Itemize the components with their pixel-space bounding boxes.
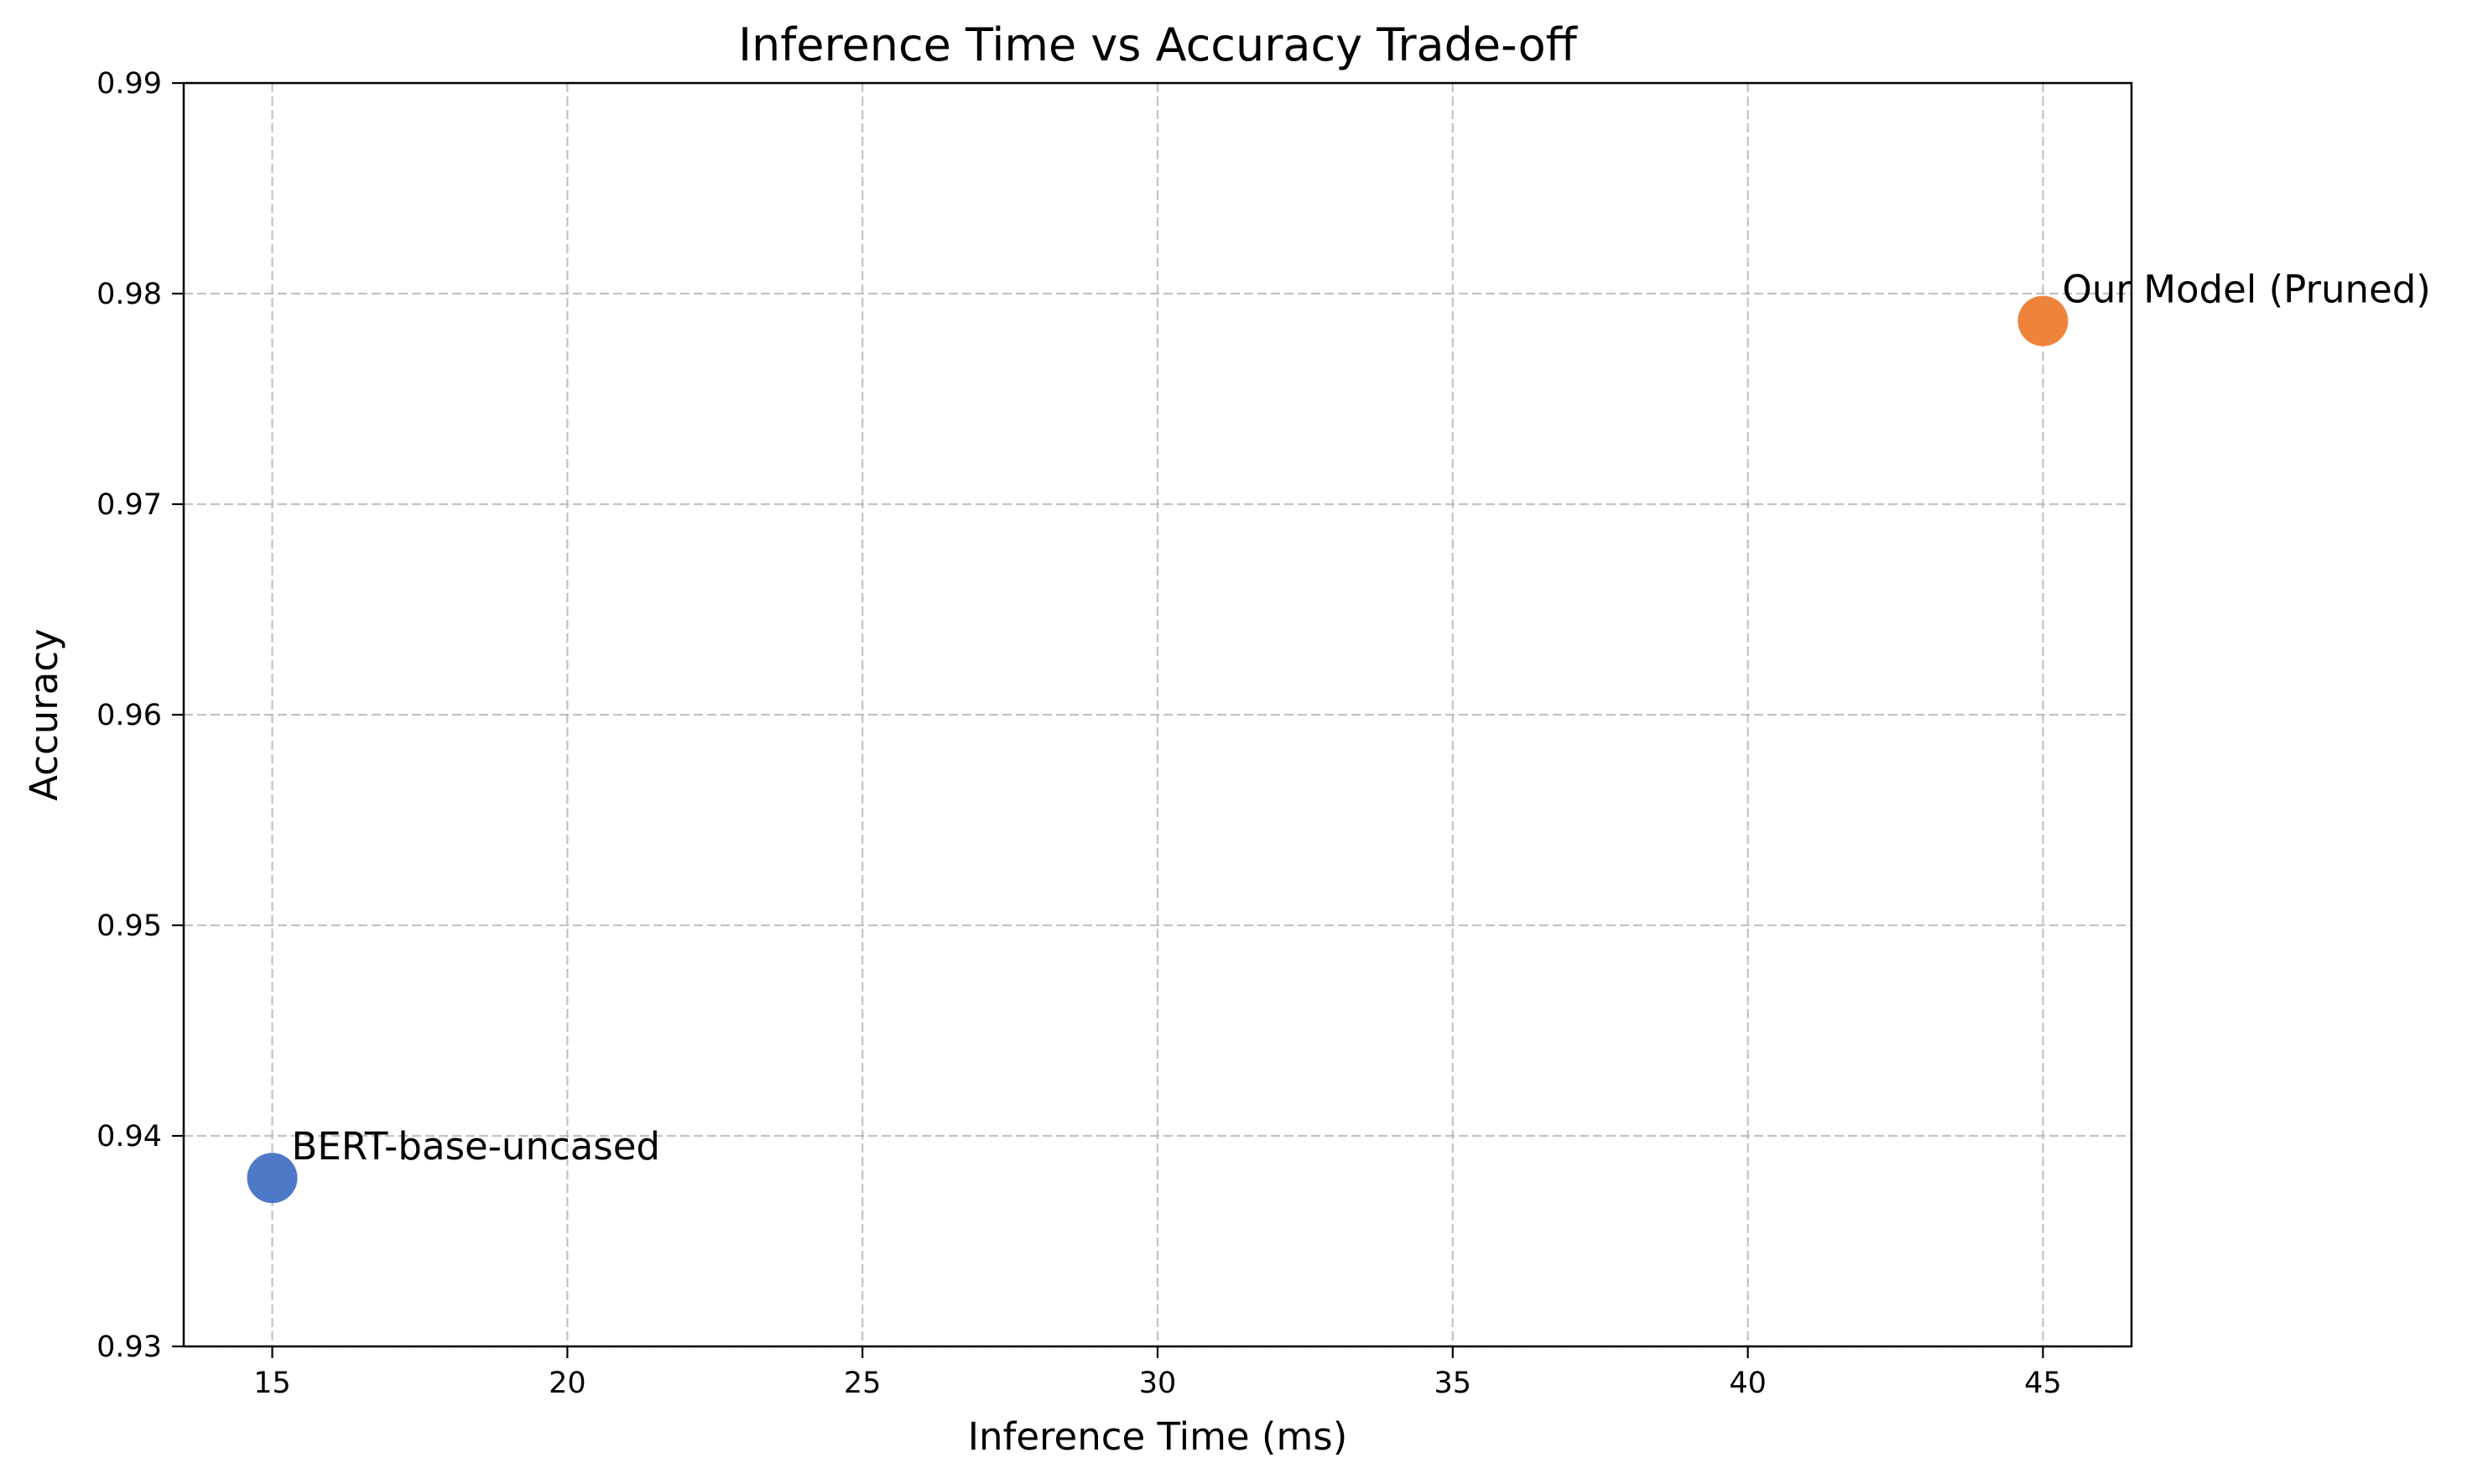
x-axis-title: Inference Time (ms) [968, 1414, 1348, 1459]
y-tick-label: 0.94 [96, 1120, 162, 1153]
x-tick-label: 35 [1434, 1367, 1472, 1400]
axes-frame [182, 81, 2133, 1348]
x-tick-label: 40 [1729, 1367, 1767, 1400]
point-layer: BERT-base-uncased Our Model (Pruned) [247, 268, 2431, 1204]
y-tick-label: 0.95 [96, 909, 162, 943]
y-tick-label: 0.98 [96, 278, 162, 311]
y-tick-label: 0.99 [96, 67, 162, 101]
data-point [247, 1153, 298, 1204]
chart-title: Inference Time vs Accuracy Trade-off [738, 18, 1579, 71]
tick-layer: 15 20 25 30 35 40 45 0.93 0.94 0.95 0.96 0.97 0.98 0.… [96, 67, 2062, 1400]
x-tick-label: 25 [844, 1367, 882, 1400]
x-tick-label: 30 [1139, 1367, 1177, 1400]
data-point-label: Our Model (Pruned) [2062, 268, 2430, 312]
data-point [2017, 295, 2069, 346]
y-tick-label: 0.97 [96, 488, 162, 522]
x-tick-label: 20 [549, 1367, 586, 1400]
y-tick-label: 0.96 [96, 699, 162, 732]
data-point-label: BERT-base-uncased [292, 1124, 660, 1169]
x-tick-label: 15 [253, 1367, 291, 1400]
x-tick-label: 45 [2024, 1367, 2062, 1400]
y-axis-title: Accuracy [22, 628, 66, 800]
y-tick-label: 0.93 [96, 1330, 162, 1364]
